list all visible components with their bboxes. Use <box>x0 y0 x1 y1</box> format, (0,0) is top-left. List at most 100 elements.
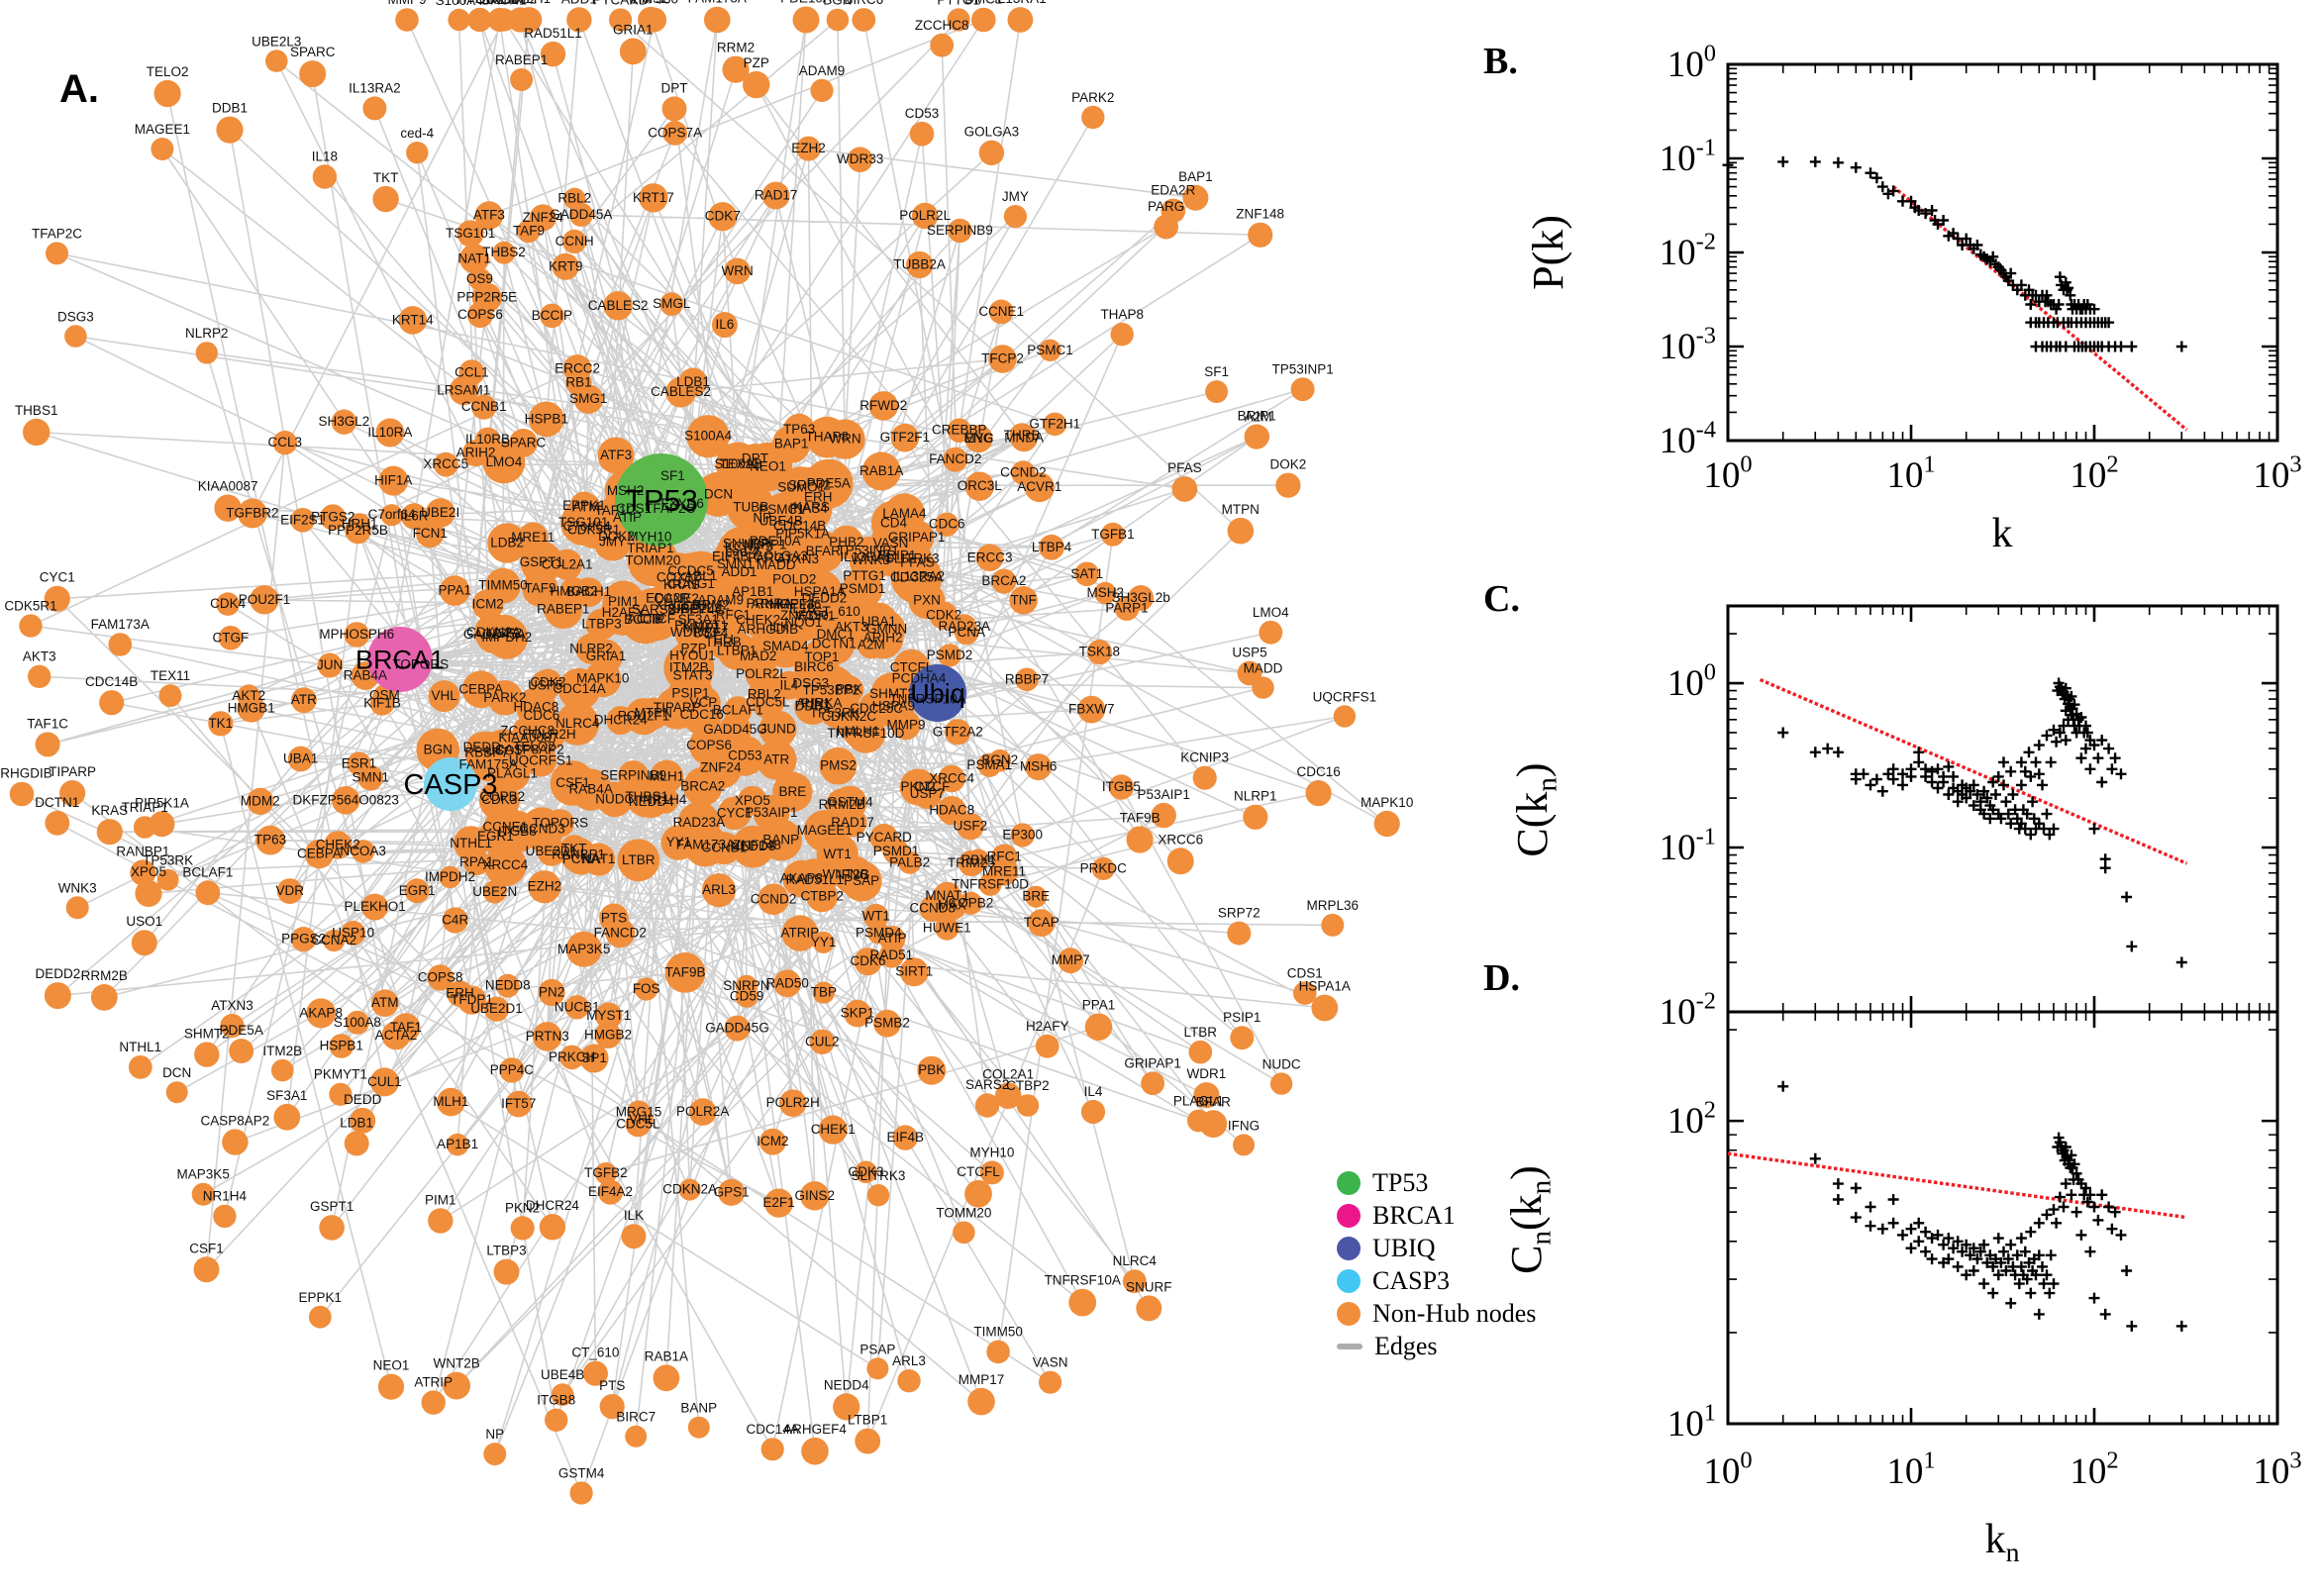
svg-text:TKT: TKT <box>373 170 399 185</box>
svg-text:CDC14A: CDC14A <box>553 681 605 696</box>
svg-text:CCL3: CCL3 <box>268 435 303 449</box>
svg-text:UBE2I: UBE2I <box>421 505 459 520</box>
svg-text:NAT1: NAT1 <box>457 250 491 265</box>
svg-text:CDC14B: CDC14B <box>85 674 138 689</box>
svg-text:TRIM25: TRIM25 <box>948 855 995 870</box>
svg-text:PSMD4: PSMD4 <box>856 925 902 940</box>
svg-text:MNDA: MNDA <box>1004 430 1044 445</box>
svg-text:ARL3: ARL3 <box>892 1353 926 1368</box>
svg-text:RFC1: RFC1 <box>716 607 751 622</box>
svg-text:CCNE1: CCNE1 <box>482 819 528 834</box>
svg-text:TIMM50: TIMM50 <box>973 1325 1023 1340</box>
svg-text:SIRT1: SIRT1 <box>895 964 933 979</box>
svg-text:FXYD6: FXYD6 <box>660 496 704 511</box>
svg-text:CD4: CD4 <box>880 515 907 530</box>
svg-text:POU2F1: POU2F1 <box>239 592 291 607</box>
svg-text:FANCD2: FANCD2 <box>594 925 647 940</box>
svg-text:UBE2N: UBE2N <box>472 884 517 899</box>
svg-text:SPARC: SPARC <box>290 45 336 59</box>
svg-text:BRCA2: BRCA2 <box>981 573 1026 588</box>
svg-text:LMO4: LMO4 <box>1253 605 1289 620</box>
svg-text:KIAA0087: KIAA0087 <box>198 479 258 494</box>
svg-text:ZNF24: ZNF24 <box>700 760 742 775</box>
svg-text:TGFB1: TGFB1 <box>1091 527 1135 542</box>
svg-text:PDE10A: PDE10A <box>780 0 832 6</box>
svg-text:NTHL1: NTHL1 <box>450 836 492 850</box>
svg-text:EDA2R: EDA2R <box>1151 183 1195 198</box>
svg-text:PSIP1: PSIP1 <box>671 686 709 701</box>
svg-text:HRH1: HRH1 <box>342 516 378 531</box>
svg-text:NEO1: NEO1 <box>373 1358 410 1373</box>
svg-text:USP5: USP5 <box>1232 646 1266 660</box>
svg-text:JUN: JUN <box>317 657 343 672</box>
svg-text:DHCR24: DHCR24 <box>526 1198 580 1213</box>
panel-b-label: B. <box>1483 41 1518 82</box>
svg-text:MDM2: MDM2 <box>241 793 280 808</box>
svg-text:POLR2L: POLR2L <box>899 208 951 223</box>
svg-text:GTF2F1: GTF2F1 <box>880 430 930 445</box>
svg-text:CHEK2: CHEK2 <box>736 613 780 628</box>
svg-text:RAD51: RAD51 <box>870 948 914 962</box>
svg-text:C7orf64: C7orf64 <box>563 519 612 534</box>
svg-text:MPHOSPH6: MPHOSPH6 <box>319 627 394 642</box>
svg-text:MYST1: MYST1 <box>586 1008 631 1023</box>
svg-text:BRCA2: BRCA2 <box>680 779 725 794</box>
svg-text:CD53: CD53 <box>728 748 762 762</box>
svg-text:SLITRK3: SLITRK3 <box>885 551 940 566</box>
svg-text:ENG: ENG <box>964 431 993 446</box>
svg-text:DEDD2: DEDD2 <box>36 966 81 981</box>
svg-text:CDK3: CDK3 <box>848 1164 883 1179</box>
svg-text:CT_610: CT_610 <box>813 604 860 619</box>
svg-text:TNF: TNF <box>1010 592 1036 607</box>
svg-text:ACTA2: ACTA2 <box>375 1028 418 1043</box>
svg-text:NR1H4: NR1H4 <box>203 1189 248 1204</box>
svg-text:PARK2: PARK2 <box>1071 90 1114 105</box>
svg-text:ELL: ELL <box>714 633 739 648</box>
svg-text:MADD: MADD <box>1244 660 1283 675</box>
svg-text:IL13RA1: IL13RA1 <box>840 549 892 564</box>
svg-text:TCAP: TCAP <box>1024 915 1060 930</box>
svg-text:PTS: PTS <box>599 1378 625 1393</box>
svg-text:COPB2: COPB2 <box>479 789 525 804</box>
svg-text:102: 102 <box>1667 1097 1716 1143</box>
svg-text:CTCF: CTCF <box>914 779 950 794</box>
svg-text:100: 100 <box>1703 1446 1752 1492</box>
svg-text:SMN1: SMN1 <box>352 770 389 785</box>
svg-text:CDK2: CDK2 <box>530 675 565 690</box>
svg-text:TNFRSF10D: TNFRSF10D <box>827 726 904 741</box>
svg-text:GRIA1: GRIA1 <box>586 648 627 663</box>
svg-text:PRKRA: PRKRA <box>747 596 793 611</box>
svg-text:CDC14B: CDC14B <box>773 519 826 534</box>
svg-text:BAP1: BAP1 <box>774 437 809 451</box>
svg-text:SHMT2: SHMT2 <box>184 1026 230 1041</box>
svg-text:IL4: IL4 <box>780 677 799 692</box>
svg-text:GPS1: GPS1 <box>714 1184 750 1199</box>
svg-text:PARK2: PARK2 <box>483 690 526 705</box>
svg-text:BGN: BGN <box>823 0 852 8</box>
hub-label-tp53: TP53 <box>625 483 698 518</box>
svg-text:HDAC8: HDAC8 <box>514 700 559 715</box>
svg-text:TAF9B: TAF9B <box>1120 810 1161 825</box>
svg-text:RFWD2: RFWD2 <box>859 398 907 413</box>
svg-text:CDKN2A: CDKN2A <box>662 1182 717 1197</box>
svg-text:WRN: WRN <box>829 432 860 447</box>
svg-text:SLITRK3: SLITRK3 <box>852 1168 906 1183</box>
svg-text:LTBR: LTBR <box>622 852 656 867</box>
svg-text:CCDC5: CCDC5 <box>667 563 714 578</box>
hub-label-ubiq: Ubiq <box>910 678 965 708</box>
svg-text:RAB4A: RAB4A <box>569 782 613 797</box>
svg-text:CD53: CD53 <box>905 106 940 121</box>
svg-text:SERPINB9: SERPINB9 <box>927 223 993 238</box>
svg-text:ZNF24: ZNF24 <box>523 210 564 225</box>
svg-text:CTGF: CTGF <box>213 630 250 645</box>
svg-text:NP: NP <box>485 1427 504 1442</box>
svg-text:HMGB2: HMGB2 <box>584 1028 632 1043</box>
svg-text:BACH1: BACH1 <box>481 0 526 7</box>
svg-text:PPP4C: PPP4C <box>680 602 725 617</box>
svg-text:PIP5K1A: PIP5K1A <box>775 526 830 541</box>
svg-text:PYCARD: PYCARD <box>857 830 913 845</box>
svg-text:TOMM20: TOMM20 <box>625 553 680 568</box>
legend-node-swatch <box>1337 1204 1361 1228</box>
svg-text:PPA1: PPA1 <box>1082 998 1116 1013</box>
svg-text:RAD50: RAD50 <box>765 975 809 990</box>
